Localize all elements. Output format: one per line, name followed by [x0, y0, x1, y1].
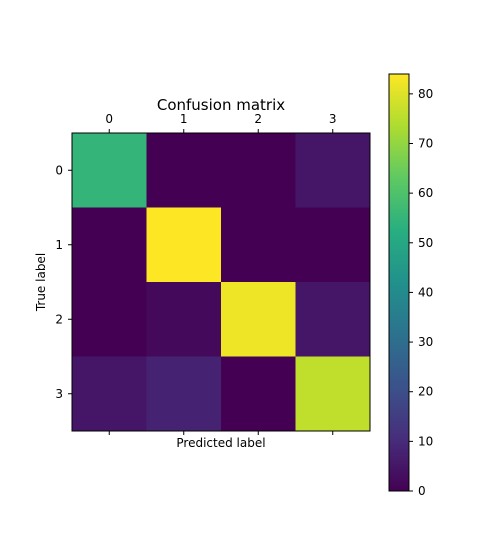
y-tick-label: 0: [55, 163, 63, 177]
heatmap-cell-0-1: [146, 133, 222, 208]
x-tick-label: 3: [329, 112, 337, 126]
colorbar-tick-label: 0: [418, 484, 426, 498]
y-tick-label: 1: [55, 238, 63, 252]
colorbar-tick-label: 20: [418, 385, 433, 399]
colorbar-tick-label: 40: [418, 285, 433, 299]
y-axis-ticks: 0 1 2 3: [55, 163, 72, 401]
colorbar-tick-label: 80: [418, 87, 433, 101]
heatmap-cells: [72, 133, 371, 432]
y-axis-label: True label: [34, 253, 48, 312]
matrix-frame: [71, 132, 371, 432]
heatmap-cell-3-2: [221, 356, 296, 432]
colorbar-ticks: 0 10 20 30 40 50 60 70 80: [409, 87, 433, 498]
x-axis-label: Predicted label: [176, 436, 265, 450]
colorbar-tick-label: 60: [418, 186, 433, 200]
heatmap-cell-0-3: [295, 133, 371, 208]
y-tick-label: 3: [55, 387, 63, 401]
x-tick-label: 0: [105, 112, 113, 126]
colorbar-tick-label: 10: [418, 434, 433, 448]
heatmap-cell-2-2: [221, 282, 296, 357]
heatmap-cell-1-2: [221, 207, 296, 283]
x-axis-ticks: 0 1 2 3: [105, 112, 337, 435]
heatmap-cell-3-0: [72, 356, 147, 432]
colorbar-tick-label: 30: [418, 335, 433, 349]
x-tick-label: 2: [254, 112, 262, 126]
x-tick-label: 1: [180, 112, 188, 126]
heatmap-cell-1-3: [295, 207, 371, 283]
colorbar-tick-label: 70: [418, 137, 433, 151]
heatmap-cell-3-3: [295, 356, 371, 432]
colorbar-tick-label: 50: [418, 236, 433, 250]
colorbar: [388, 73, 410, 492]
heatmap-cell-1-0: [72, 207, 147, 283]
heatmap-cell-3-1: [146, 356, 222, 432]
heatmap-cell-0-0: [72, 133, 147, 208]
y-tick-label: 2: [55, 312, 63, 326]
heatmap-cell-0-2: [221, 133, 296, 208]
chart-title: Confusion matrix: [157, 96, 285, 114]
heatmap-cell-2-3: [295, 282, 371, 357]
heatmap-cell-2-0: [72, 282, 147, 357]
heatmap-cell-1-1: [146, 207, 222, 283]
heatmap-cell-2-1: [146, 282, 222, 357]
